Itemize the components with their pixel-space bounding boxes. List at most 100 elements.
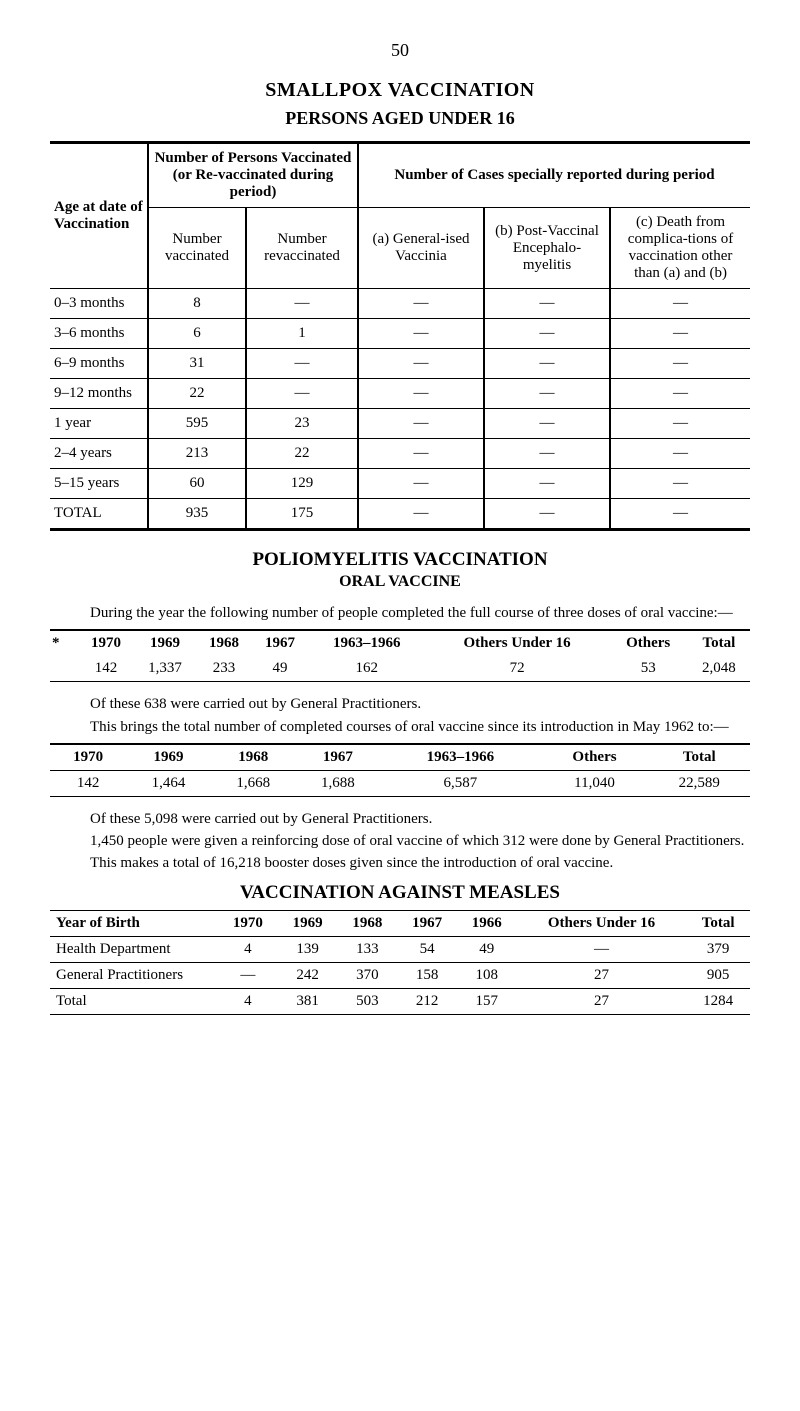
row-label: TOTAL xyxy=(50,499,148,530)
cell: 4 xyxy=(218,988,278,1014)
cell-revacc: — xyxy=(246,289,358,319)
pt2-c2: 1968 xyxy=(211,744,296,771)
cell: 139 xyxy=(278,936,338,962)
pt1-r5: 72 xyxy=(426,656,609,682)
cell-revacc: 129 xyxy=(246,469,358,499)
cell: 49 xyxy=(457,936,517,962)
row-label: General Practitioners xyxy=(50,962,218,988)
cell-vacc: 60 xyxy=(148,469,246,499)
pt1-c2: 1968 xyxy=(196,630,252,656)
table-row: Total4381503212157271284 xyxy=(50,988,750,1014)
row-label: Total xyxy=(50,988,218,1014)
pt2-r1: 1,464 xyxy=(126,770,211,796)
table-row: General Practitioners—24237015810827905 xyxy=(50,962,750,988)
cell-b: — xyxy=(484,289,610,319)
cell-a: — xyxy=(358,349,484,379)
cell: 54 xyxy=(397,936,457,962)
cell: 381 xyxy=(278,988,338,1014)
table-row: 1 year59523——— xyxy=(50,409,750,439)
cell: — xyxy=(517,936,687,962)
table-row: 3–6 months61——— xyxy=(50,319,750,349)
pt2-c0: 1970 xyxy=(50,744,126,771)
row-label: 2–4 years xyxy=(50,439,148,469)
pt1-c5: Others Under 16 xyxy=(426,630,609,656)
cell-revacc: — xyxy=(246,379,358,409)
cell-vacc: 31 xyxy=(148,349,246,379)
pt1-r7: 2,048 xyxy=(688,656,750,682)
cell: 27 xyxy=(517,988,687,1014)
m-c4: 1966 xyxy=(457,910,517,936)
cell-revacc: 1 xyxy=(246,319,358,349)
pt2-c4: 1963–1966 xyxy=(380,744,540,771)
col-b: (b) Post-Vaccinal Encephalo-myelitis xyxy=(484,208,610,289)
cell: 133 xyxy=(337,936,397,962)
pt2-r0: 142 xyxy=(50,770,126,796)
cell-a: — xyxy=(358,439,484,469)
m-c1: 1969 xyxy=(278,910,338,936)
polio-subtitle: ORAL VACCINE xyxy=(50,573,750,591)
cell-revacc: 22 xyxy=(246,439,358,469)
m-c6: Total xyxy=(686,910,750,936)
row-label: 5–15 years xyxy=(50,469,148,499)
pt1-c3: 1967 xyxy=(252,630,308,656)
pt2-r4: 6,587 xyxy=(380,770,540,796)
measles-title: VACCINATION AGAINST MEASLES xyxy=(50,882,750,904)
polio-note1b: This brings the total number of complete… xyxy=(50,717,750,737)
pt1-c0: 1970 xyxy=(78,630,134,656)
pt2-r6: 22,589 xyxy=(649,770,751,796)
m-c2: 1968 xyxy=(337,910,397,936)
cell-c: — xyxy=(610,469,750,499)
cell: 4 xyxy=(218,936,278,962)
smallpox-subtitle: PERSONS AGED UNDER 16 xyxy=(50,108,750,129)
cell-b: — xyxy=(484,409,610,439)
col-a: (a) General-ised Vaccinia xyxy=(358,208,484,289)
col-revacc: Number revaccinated xyxy=(246,208,358,289)
star: * xyxy=(50,630,78,656)
col-vacc: Number vaccinated xyxy=(148,208,246,289)
pt1-c1: 1969 xyxy=(134,630,196,656)
cell-b: — xyxy=(484,439,610,469)
cell: 108 xyxy=(457,962,517,988)
cell: 379 xyxy=(686,936,750,962)
m-c0: 1970 xyxy=(218,910,278,936)
cell-a: — xyxy=(358,469,484,499)
pt1-c4: 1963–1966 xyxy=(308,630,426,656)
pt1-r3: 49 xyxy=(252,656,308,682)
row-label: 3–6 months xyxy=(50,319,148,349)
cell-b: — xyxy=(484,319,610,349)
measles-table: Year of Birth 1970 1969 1968 1967 1966 O… xyxy=(50,910,750,1015)
cell-b: — xyxy=(484,469,610,499)
pt1-r4: 162 xyxy=(308,656,426,682)
pt2-c5: Others xyxy=(540,744,648,771)
cell-a: — xyxy=(358,319,484,349)
table-row: 2–4 years21322——— xyxy=(50,439,750,469)
cell-b: — xyxy=(484,349,610,379)
cell-vacc: 8 xyxy=(148,289,246,319)
cell-a: — xyxy=(358,409,484,439)
pt1-r6: 53 xyxy=(609,656,688,682)
pt2-r3: 1,688 xyxy=(296,770,381,796)
cell-c: — xyxy=(610,499,750,530)
row-label: 6–9 months xyxy=(50,349,148,379)
col-group1: Number of Persons Vaccinated (or Re-vacc… xyxy=(148,143,358,208)
cell-b: — xyxy=(484,379,610,409)
pt2-c1: 1969 xyxy=(126,744,211,771)
cell-a: — xyxy=(358,499,484,530)
cell: 27 xyxy=(517,962,687,988)
polio-table-1: * 1970 1969 1968 1967 1963–1966 Others U… xyxy=(50,629,750,682)
cell: 503 xyxy=(337,988,397,1014)
page-number: 50 xyxy=(50,40,750,61)
table-row: TOTAL935175——— xyxy=(50,499,750,530)
cell-revacc: 23 xyxy=(246,409,358,439)
m-c3: 1967 xyxy=(397,910,457,936)
smallpox-table: Age at date of Vaccination Number of Per… xyxy=(50,141,750,531)
polio-table-2: 1970 1969 1968 1967 1963–1966 Others Tot… xyxy=(50,743,750,797)
pt2-r5: 11,040 xyxy=(540,770,648,796)
cell-a: — xyxy=(358,289,484,319)
cell-revacc: — xyxy=(246,349,358,379)
cell-c: — xyxy=(610,409,750,439)
pt2-c6: Total xyxy=(649,744,751,771)
m-c5: Others Under 16 xyxy=(517,910,687,936)
cell-revacc: 175 xyxy=(246,499,358,530)
cell: 370 xyxy=(337,962,397,988)
